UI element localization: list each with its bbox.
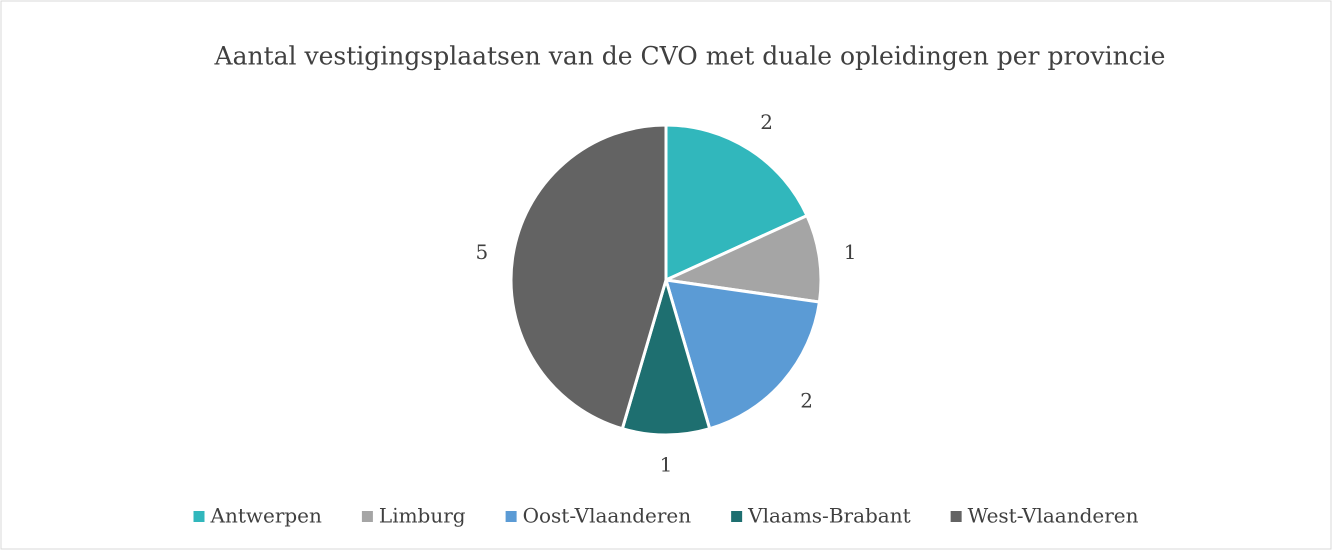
pie-slice — [660, 213, 823, 304]
chart-title: Aantal vestigingsplaatsen van de CVO met… — [214, 42, 1166, 71]
legend-label: Antwerpen — [210, 504, 323, 528]
pie-slice — [509, 123, 668, 431]
data-label: 1 — [844, 240, 857, 264]
legend-swatch — [361, 511, 373, 522]
data-label: 2 — [800, 388, 813, 412]
data-label: 1 — [660, 453, 673, 477]
legend-swatch — [505, 511, 517, 522]
pie-slice — [664, 123, 809, 283]
data-label: 5 — [476, 240, 489, 264]
legend-swatch — [950, 511, 962, 522]
legend-label: West-Vlaanderen — [968, 504, 1139, 528]
pie-slice — [663, 278, 822, 431]
legend-label: Vlaams-Brabant — [747, 504, 911, 528]
legend-swatch — [731, 511, 743, 522]
legend-label: Limburg — [379, 504, 466, 528]
data-label: 2 — [760, 110, 773, 134]
pie-slice — [620, 274, 712, 437]
legend-swatch — [193, 511, 205, 522]
legend: Antwerpen Limburg Oost-Vlaanderen Vlaams-Br… — [193, 504, 1139, 528]
legend-label: Oost-Vlaanderen — [523, 504, 692, 528]
